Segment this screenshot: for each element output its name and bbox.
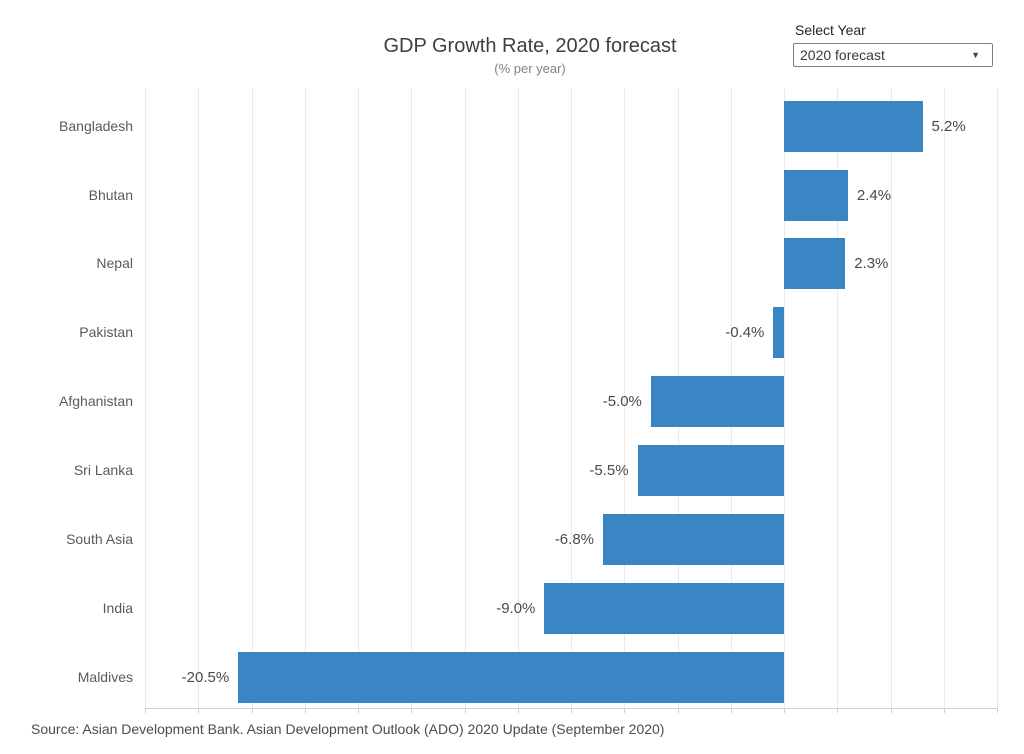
bar-sri-lanka[interactable] [637,444,784,496]
bar-south-asia[interactable] [603,513,784,565]
value-label: -0.4% [725,324,765,342]
gridline [784,88,785,708]
category-label: South Asia [66,530,133,547]
year-dropdown[interactable]: 2020 forecast ▼ [793,43,993,67]
bar-afghanistan[interactable] [650,376,784,428]
x-axis-line [145,708,997,709]
axis-tick [624,708,626,713]
bar-india[interactable] [544,582,784,634]
value-label: -5.0% [602,393,642,411]
axis-tick [464,708,466,713]
category-label: Sri Lanka [73,461,133,478]
axis-tick [304,708,306,713]
category-label: Nepal [96,255,133,272]
gridline [517,88,519,708]
bar-pakistan[interactable] [773,307,785,359]
gridline [571,88,572,708]
axis-tick [730,708,732,713]
gridline [997,88,998,708]
bar-nepal[interactable] [784,238,846,290]
chart-title: GDP Growth Rate, 2020 forecast [383,35,677,57]
axis-tick [198,708,200,713]
axis-tick [997,708,998,713]
category-label: Pakistan [79,324,133,341]
gridline [624,88,626,708]
axis-tick [145,708,146,713]
category-label: Afghanistan [59,393,133,410]
source-text: Source: Asian Development Bank. Asian De… [31,721,665,737]
dropdown-caret-icon: ▼ [971,50,980,60]
gridline [837,88,839,708]
value-label: -9.0% [496,599,536,617]
gridline [198,88,200,708]
axis-tick [677,708,679,713]
axis-tick [943,708,945,713]
year-dropdown-value: 2020 forecast [800,47,885,63]
gridline [251,88,253,708]
axis-tick [890,708,892,713]
value-label: 5.2% [931,117,966,135]
axis-tick [251,708,253,713]
category-label: India [102,599,133,616]
bar-bhutan[interactable] [784,169,848,221]
category-label: Bangladesh [59,117,133,134]
chart-subtitle: (% per year) [494,61,566,76]
axis-tick [411,708,413,713]
category-label: Bhutan [88,186,133,203]
value-label: 2.3% [854,255,889,273]
gridline [890,88,892,708]
axis-tick [571,708,572,713]
gridline [304,88,306,708]
gridline [464,88,466,708]
axis-tick [358,708,359,713]
select-year-label: Select Year [795,22,866,38]
value-label: -6.8% [554,530,594,548]
value-label: 2.4% [856,186,892,204]
bar-maldives[interactable] [238,651,784,703]
value-label: -20.5% [181,668,230,686]
bar-bangladesh[interactable] [784,100,923,152]
gridline [943,88,945,708]
category-label: Maldives [77,668,133,685]
gridline [358,88,359,708]
axis-tick [837,708,839,713]
gridline [411,88,413,708]
axis-tick [517,708,519,713]
value-label: -5.5% [589,461,629,479]
axis-tick [784,708,785,713]
gridline [145,88,146,708]
